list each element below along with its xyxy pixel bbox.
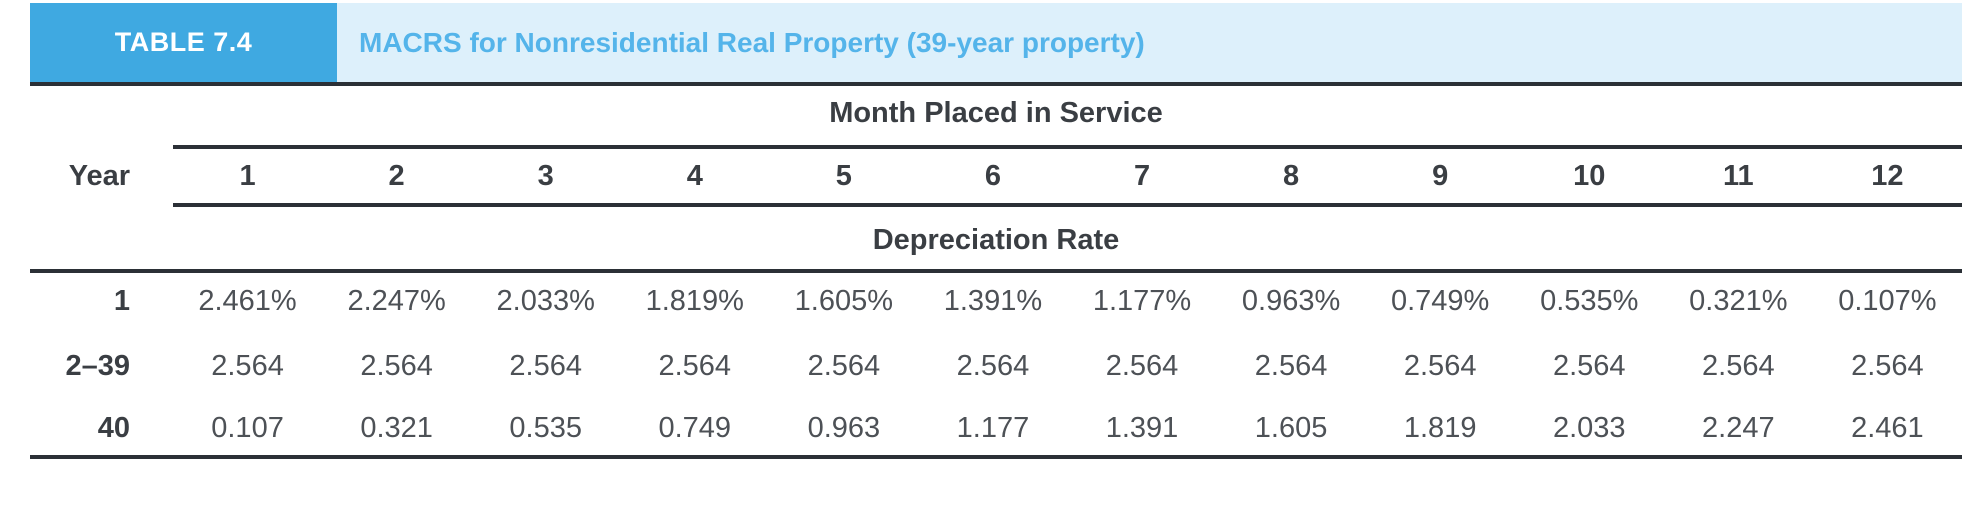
rate-y1-m10: 0.535% bbox=[1540, 285, 1639, 317]
rate-y40-m10: 2.033 bbox=[1552, 412, 1626, 444]
month-header-4: 4 bbox=[686, 160, 703, 192]
rule-table-bottom bbox=[30, 455, 1962, 459]
rate-y1-m5: 1.605% bbox=[794, 285, 894, 317]
table-title: MACRS for Nonresidential Real Property (… bbox=[337, 3, 1962, 82]
rate-y2-39-m2: 2.564 bbox=[360, 350, 433, 382]
month-header-6: 6 bbox=[984, 160, 1001, 192]
rate-y1-m1: 2.461% bbox=[198, 285, 297, 317]
month-header-1: 1 bbox=[239, 160, 256, 192]
rate-y1-m4: 1.819% bbox=[645, 285, 744, 317]
month-header-10: 10 bbox=[1573, 160, 1606, 192]
month-header-7: 7 bbox=[1133, 160, 1151, 192]
rule-below-depreciation-header bbox=[30, 269, 1962, 273]
rate-y40-m9: 1.819 bbox=[1403, 412, 1477, 444]
rule-below-month-numbers bbox=[173, 203, 1962, 207]
rate-y2-39-m3: 2.564 bbox=[509, 350, 582, 382]
year-column-header: Year bbox=[68, 160, 130, 192]
rate-y1-m3: 2.033% bbox=[496, 285, 595, 317]
rate-y40-m1: 0.107 bbox=[211, 412, 284, 444]
rate-y2-39-m7: 2.564 bbox=[1105, 350, 1179, 382]
rate-y1-m8: 0.963% bbox=[1241, 285, 1341, 317]
row-label-years-2-39: 2–39 bbox=[65, 350, 130, 382]
rate-y2-39-m11: 2.564 bbox=[1702, 350, 1775, 382]
rate-y1-m7: 1.177% bbox=[1092, 285, 1192, 317]
rate-y40-m6: 1.177 bbox=[956, 412, 1030, 444]
month-header-11: 11 bbox=[1722, 160, 1754, 192]
rate-y1-m12: 0.107% bbox=[1838, 285, 1937, 317]
depreciation-rate-header: Depreciation Rate bbox=[872, 224, 1120, 256]
month-header-2: 2 bbox=[388, 160, 405, 192]
month-header-12: 12 bbox=[1871, 160, 1904, 192]
rate-y2-39-m6: 2.564 bbox=[956, 350, 1030, 382]
rate-y1-m2: 2.247% bbox=[347, 285, 446, 317]
table-row-year-40: 40 0.107 0.321 0.535 0.749 0.963 1.177 1… bbox=[30, 408, 1962, 448]
rate-y2-39-m8: 2.564 bbox=[1254, 350, 1328, 382]
rate-y2-39-m12: 2.564 bbox=[1851, 350, 1924, 382]
month-header-5: 5 bbox=[835, 160, 852, 192]
rate-y2-39-m4: 2.564 bbox=[658, 350, 732, 382]
rule-header-bottom bbox=[30, 82, 1962, 86]
table-row-year-1: 1 2.461% 2.247% 2.033% 1.819% 1.605% 1.3… bbox=[30, 281, 1962, 321]
rate-y2-39-m5: 2.564 bbox=[807, 350, 881, 382]
month-header-8: 8 bbox=[1283, 160, 1300, 192]
month-header-9: 9 bbox=[1432, 160, 1449, 192]
rate-y40-m2: 0.321 bbox=[360, 412, 433, 444]
rate-y40-m3: 0.535 bbox=[509, 412, 582, 444]
rate-y40-m8: 1.605 bbox=[1254, 412, 1328, 444]
row-label-year-40: 40 bbox=[97, 412, 130, 444]
rule-above-month-numbers bbox=[173, 145, 1962, 149]
rate-y40-m5: 0.963 bbox=[807, 412, 881, 444]
rate-y2-39-m9: 2.564 bbox=[1403, 350, 1477, 382]
rate-y2-39-m1: 2.564 bbox=[211, 350, 284, 382]
month-header-3: 3 bbox=[537, 160, 554, 192]
rate-y40-m7: 1.391 bbox=[1105, 412, 1179, 444]
table-row-years-2-39: 2–39 2.564 2.564 2.564 2.564 2.564 2.564… bbox=[30, 346, 1962, 386]
rate-y1-m11: 0.321% bbox=[1689, 285, 1788, 317]
rate-y2-39-m10: 2.564 bbox=[1552, 350, 1626, 382]
rate-y1-m6: 1.391% bbox=[943, 285, 1043, 317]
rate-y40-m12: 2.461 bbox=[1851, 412, 1924, 444]
table-header-band: TABLE 7.4 MACRS for Nonresidential Real … bbox=[30, 3, 1962, 82]
rate-y40-m4: 0.749 bbox=[658, 412, 732, 444]
row-label-year-1: 1 bbox=[113, 285, 130, 317]
rate-y1-m9: 0.749% bbox=[1390, 285, 1490, 317]
month-header-row: Year 1 2 3 4 5 6 7 8 9 10 11 12 bbox=[30, 156, 1962, 196]
rate-y40-m11: 2.247 bbox=[1702, 412, 1775, 444]
table-number-label: TABLE 7.4 bbox=[30, 3, 337, 82]
month-placed-in-service-header: Month Placed in Service bbox=[829, 97, 1163, 129]
